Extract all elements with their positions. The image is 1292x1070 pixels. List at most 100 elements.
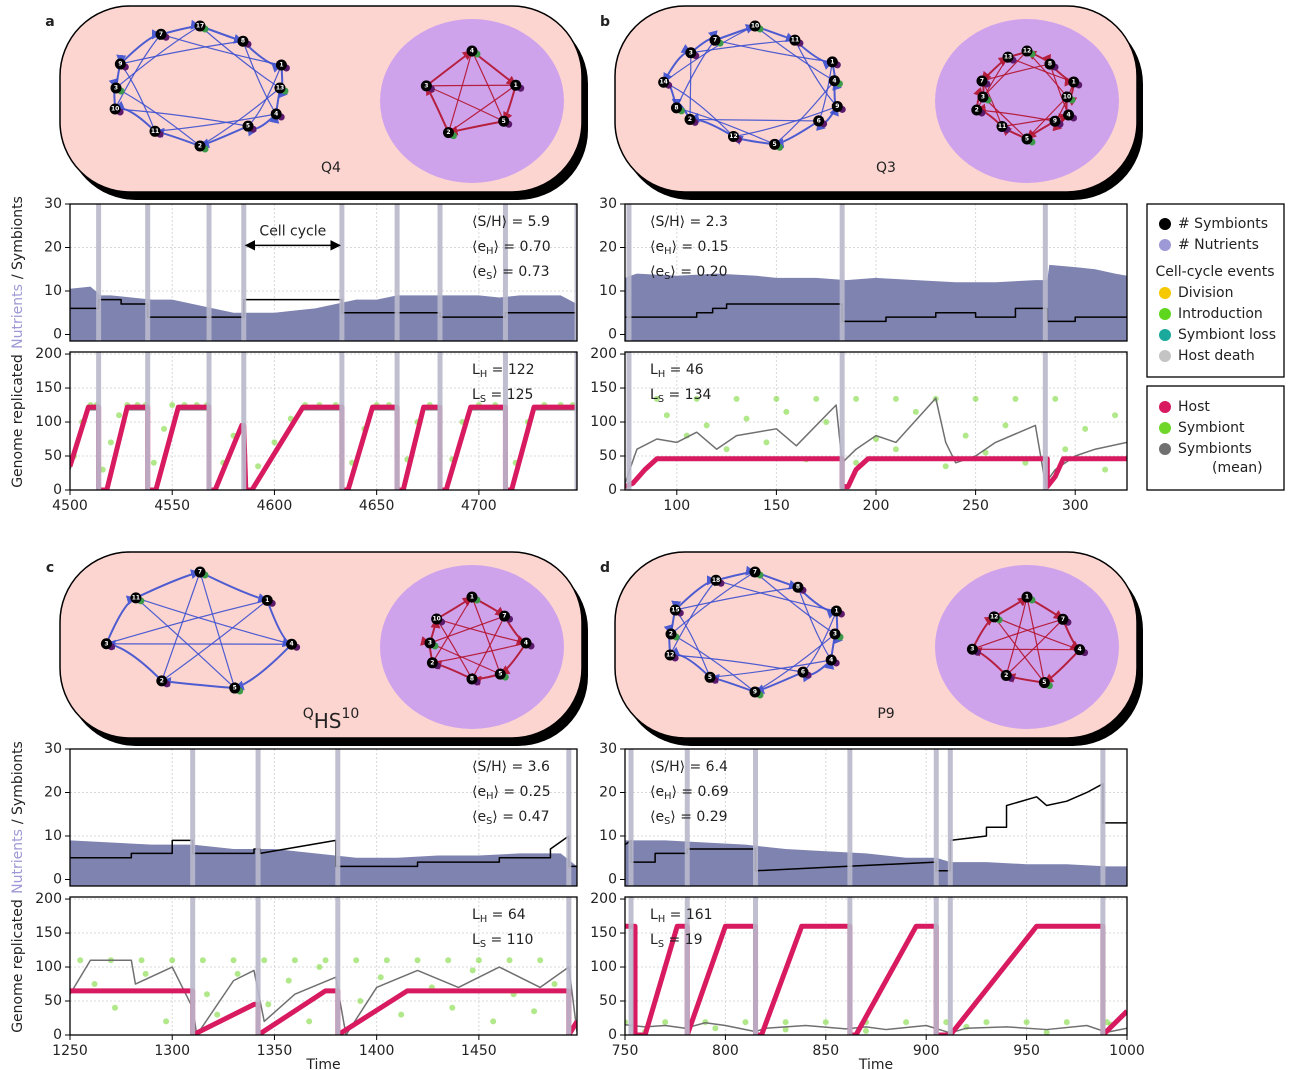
node-label: 10	[111, 106, 119, 113]
stat-text-main: L	[472, 387, 480, 403]
symbiont-point	[537, 957, 543, 963]
symbiont-point	[357, 998, 363, 1004]
symbiont-point	[231, 957, 237, 963]
y-tick-label: 0	[608, 1027, 617, 1043]
stat-text-main: ⟨S/H⟩ = 2.3	[650, 214, 728, 230]
stat-text-main: L	[650, 932, 658, 948]
symbiont-point	[823, 1019, 829, 1025]
symbiont-point	[744, 416, 750, 422]
y-tick-label: 0	[608, 871, 617, 887]
node-label: 2	[669, 631, 673, 638]
node-label: 10	[751, 23, 759, 30]
symbiont-point	[214, 1012, 220, 1018]
x-tick-label: 4500	[52, 498, 88, 514]
symbiont-point	[853, 396, 859, 402]
node-label: 5	[1025, 136, 1029, 143]
x-tick-label: 300	[1062, 498, 1089, 514]
y-axis-label: Nutrients/ Symbionts	[10, 741, 26, 894]
stat-text-rest: = 64	[487, 907, 526, 923]
legend-label: Introduction	[1178, 306, 1263, 322]
symbiont-point	[893, 396, 899, 402]
x-tick-label: 950	[1013, 1043, 1040, 1059]
stat-text-main: L	[650, 362, 658, 378]
node-label: 3	[689, 49, 693, 56]
node-label: 4	[290, 641, 294, 648]
node-label: 5	[773, 141, 777, 148]
x-tick-label: 4600	[257, 498, 293, 514]
symbiont-point	[143, 971, 149, 977]
x-tick-label: 1350	[257, 1043, 293, 1059]
node-label: 3	[981, 94, 985, 101]
x-tick-label: 4550	[154, 498, 190, 514]
y-tick-label: 150	[590, 380, 617, 396]
stat-text: ⟨eH⟩ = 0.15	[650, 239, 729, 257]
stat-text: ⟨eH⟩ = 0.25	[472, 784, 551, 802]
y-tick-label: 30	[599, 741, 617, 757]
y-tick-label: 0	[53, 482, 62, 498]
node-label: 7	[1061, 616, 1065, 623]
symbiont-point	[913, 409, 919, 415]
symbiont-point	[742, 1019, 748, 1025]
stat-text-rest: ⟩ = 0.20	[670, 264, 727, 280]
host-compartment	[935, 19, 1119, 183]
x-tick-label: 900	[913, 1043, 940, 1059]
symbiont-point	[943, 463, 949, 469]
y-tick-label: 30	[44, 196, 62, 212]
node-label: 11	[132, 594, 140, 601]
node-label: 12	[990, 613, 998, 620]
node-label: 9	[753, 689, 757, 696]
x-tick-label: 1250	[52, 1043, 88, 1059]
node-label: 2	[160, 677, 164, 684]
symbiont-point	[292, 957, 298, 963]
stat-text-rest: = 161	[665, 907, 712, 923]
symbiont-point	[1012, 396, 1018, 402]
symbiont-point	[415, 957, 421, 963]
stat-text: ⟨eH⟩ = 0.69	[650, 784, 729, 802]
stat-text-rest: = 125	[486, 387, 533, 403]
symbiont-point	[261, 957, 267, 963]
node-label: 1	[830, 58, 834, 65]
symbiont-point	[151, 460, 157, 466]
stat-text-sub: H	[658, 914, 665, 925]
symbiont-point	[200, 957, 206, 963]
network-edge	[426, 85, 515, 86]
x-tick-label: 1000	[1109, 1043, 1145, 1059]
stat-text-rest: = 46	[665, 362, 704, 378]
symbiont-point	[116, 412, 122, 418]
node-label: 4	[832, 77, 836, 84]
stat-text-main: ⟨e	[650, 264, 664, 280]
symbiont-point	[271, 439, 277, 445]
symbiont-point	[1082, 426, 1088, 432]
symbiont-point	[507, 957, 513, 963]
legend-note: (mean)	[1212, 460, 1263, 476]
y-tick-label: 50	[599, 993, 617, 1009]
cell-label-main: Q3	[876, 160, 896, 176]
symbiont-point	[1052, 396, 1058, 402]
y-tick-label: 20	[599, 784, 617, 800]
node-label: 3	[428, 640, 432, 647]
stat-text-main: L	[472, 362, 480, 378]
stat-text-sub: H	[658, 369, 665, 380]
y-tick-label: 0	[608, 482, 617, 498]
cell-label-main: P9	[877, 706, 894, 722]
y-axis-label-part: Genome replicated	[10, 899, 26, 1033]
panel-letter: a	[45, 14, 54, 30]
node-label: 8	[1048, 61, 1052, 68]
legend-label: # Symbionts	[1178, 216, 1268, 232]
symbiont-point	[108, 439, 114, 445]
node-label: 5	[498, 671, 502, 678]
cell-label-main: Q	[303, 706, 314, 722]
symbiont-point	[823, 419, 829, 425]
node-label: 3	[424, 82, 428, 89]
stat-text-rest: = 122	[487, 362, 534, 378]
cell-label-main: Q4	[321, 160, 341, 176]
node-label: 6	[801, 669, 805, 676]
legend-marker	[1159, 422, 1171, 434]
y-tick-label: 200	[35, 346, 62, 362]
node-label: 13	[1004, 54, 1012, 61]
stat-text: ⟨S/H⟩ = 3.6	[472, 759, 550, 775]
stat-text-sub: H	[664, 791, 671, 802]
annotation-text: Cell cycle	[259, 223, 326, 239]
symbiont-point	[112, 1005, 118, 1011]
stat-text-main: ⟨e	[472, 784, 486, 800]
